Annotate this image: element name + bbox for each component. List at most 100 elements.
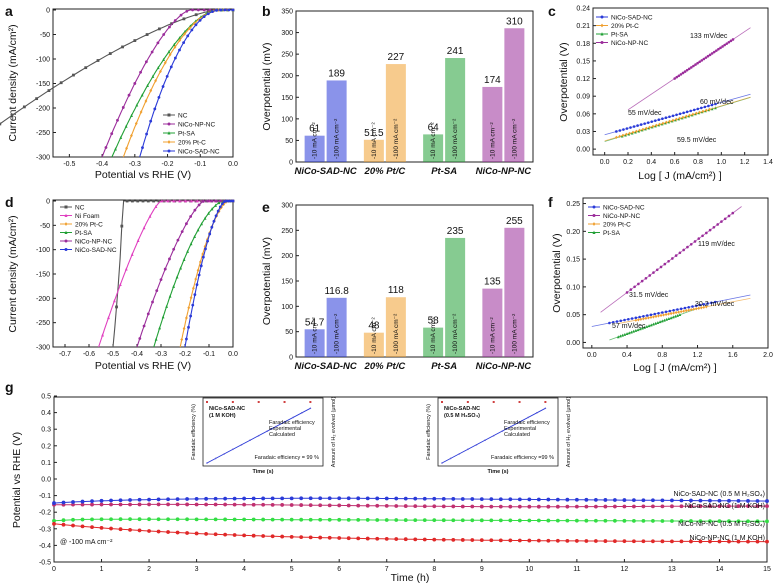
panel-e-value-high: 118 xyxy=(388,285,404,296)
panel-a-xtick-label: -0.1 xyxy=(194,161,206,168)
panel-a-NiCoSAD-marker xyxy=(169,65,173,69)
panel-g-NiCoNP-H2SO4-marker xyxy=(109,502,113,507)
panel-a-legend-marker xyxy=(167,122,171,126)
panel-g-inset-2-experimental-point xyxy=(492,434,495,437)
panel-a-legend-item: NC xyxy=(178,112,188,119)
panel-g-NiCoSAD-KOH-marker xyxy=(670,519,674,523)
panel-g-NiCoNP-KOH-marker xyxy=(384,537,389,541)
panel-g-NiCoNP-KOH-marker xyxy=(403,537,408,542)
panel-g-NiCoSAD-KOH-marker xyxy=(118,517,123,522)
panel-g-NiCoNP-KOH-marker xyxy=(118,527,123,532)
panel-g-NiCoSAD-H2SO4-marker xyxy=(746,499,750,503)
panel-e-ytick-label: 250 xyxy=(281,228,293,235)
panel-g-NiCoSAD-KOH-marker xyxy=(498,518,503,523)
panel-b-ytick-label: 250 xyxy=(281,52,293,59)
panel-e-value-low: 135 xyxy=(484,277,501,288)
panel-a-NiCoSAD-marker xyxy=(145,132,148,136)
panel-g-NiCoNP-KOH-marker xyxy=(365,536,370,541)
panel-g-xtick-label: 15 xyxy=(763,566,771,573)
panel-d-NC-marker xyxy=(136,199,140,203)
panel-d-NiCoSAD-marker xyxy=(227,199,231,203)
panel-g-NiCoSAD-H2SO4-marker xyxy=(536,497,541,502)
panel-f-legend-item: 20% Pt-C xyxy=(603,221,631,228)
panel-e-value-high: 116.8 xyxy=(324,286,349,297)
panel-d-PtC-marker xyxy=(185,316,188,320)
panel-a-NC-marker xyxy=(121,45,124,49)
panel-g-xtick-label: 7 xyxy=(385,566,389,573)
panel-c-legend-item: NiCo-NP-NC xyxy=(611,40,649,47)
panel-d-PtC-marker xyxy=(192,286,195,291)
panel-a-NC-marker xyxy=(35,97,39,101)
panel-g-NiCoSAD-H2SO4-marker xyxy=(432,496,437,501)
panel-g-NiCoNP-H2SO4-marker xyxy=(99,502,104,507)
panel-g-ytick-label: -0.2 xyxy=(39,510,51,517)
panel-d-NiCoNP-marker xyxy=(176,238,180,242)
panel-g-inset-1-experimental-point xyxy=(283,421,286,423)
panel-g-NiCoSAD-KOH-marker xyxy=(289,517,294,522)
panel-a-PtSA-marker xyxy=(140,93,144,97)
panel-g-NiCoSAD-H2SO4-marker xyxy=(670,498,674,503)
panel-e-ylabel: Overpotential (mV) xyxy=(261,237,273,325)
panel-g-inset-1-ylabel-left: Faradaic efficiency (%) xyxy=(191,404,197,460)
panel-d-xtick-label: -0.3 xyxy=(155,351,167,358)
panel-b-category: NiCo-NP-NC xyxy=(476,166,532,177)
panel-b-bar-high xyxy=(326,80,347,162)
panel-a-NC-marker xyxy=(182,17,186,21)
panel-g-NiCoNP-H2SO4-marker xyxy=(299,503,304,507)
panel-c-xtick-label: 0.2 xyxy=(623,159,633,166)
panel-e-value-low: 58 xyxy=(428,316,440,327)
panel-g-NiCoNP-H2SO4-marker xyxy=(166,502,170,507)
panel-g-NiCoNP-KOH-marker xyxy=(736,539,741,544)
panel-b-frame xyxy=(295,10,534,163)
panel-b-bar-label-high: -100 mA cm⁻² xyxy=(334,118,341,159)
panel-g-inset-2-ylabel-right: Amount of H₂ evolved (μmol) xyxy=(566,397,572,468)
panel-a-ytick-label: -200 xyxy=(36,106,50,113)
panel-d-legend-item: NiCo-NP-NC xyxy=(75,238,113,245)
panel-g-NiCoSAD-H2SO4-marker xyxy=(460,497,465,501)
panel-e-bar-label-low: -10 mA cm⁻² xyxy=(371,317,378,354)
panel-g-inset-1-experimental-point xyxy=(292,416,294,419)
panel-a-NiCoSAD-marker xyxy=(141,146,144,149)
panel-a-PtC-marker xyxy=(183,32,187,36)
panel-c-legend-marker xyxy=(600,41,604,44)
panel-d-NiFoam-marker xyxy=(172,199,176,203)
panel-g-NiCoSAD-KOH-marker xyxy=(708,519,712,524)
panel-g-inset-1-experimental-point xyxy=(223,453,226,455)
panel-g-NiCoNP-H2SO4-marker xyxy=(565,504,570,509)
panel-g-NiCoSAD-H2SO4-marker xyxy=(185,497,189,501)
panel-g-NiCoSAD-H2SO4-marker xyxy=(489,497,494,502)
panel-d-legend-marker xyxy=(64,230,68,234)
panel-g-NiCoSAD-H2SO4-marker xyxy=(280,496,285,501)
panel-g-NiCoNP-KOH-marker xyxy=(308,535,313,540)
panel-g-NiCoSAD-H2SO4-marker xyxy=(736,498,741,503)
panel-g-inset-2-fe-point xyxy=(518,401,521,403)
panel-a-legend-item: Pt-SA xyxy=(178,130,196,137)
panel-a-NiCoNP-marker xyxy=(185,9,189,13)
panel-g-NiCoSAD-H2SO4-marker xyxy=(61,500,66,505)
panel-g-NiCoSAD-KOH-marker xyxy=(318,517,323,522)
panel-g-NiCoSAD-H2SO4-marker xyxy=(603,498,608,502)
panel-g-NiCoNP-KOH-marker xyxy=(441,537,446,542)
panel-g-NiCoSAD-H2SO4-line xyxy=(53,497,768,504)
panel-g-inset-2-ylabel-left: Faradaic efficiency (%) xyxy=(426,404,432,460)
panel-d-PtC-marker xyxy=(203,244,207,249)
panel-g-NiCoNP-H2SO4-marker xyxy=(593,504,598,509)
panel-g-NiCoNP-H2SO4-marker xyxy=(175,502,180,507)
panel-b-bar-high xyxy=(385,64,406,162)
panel-g-NiCoNP-KOH-marker xyxy=(52,521,56,526)
panel-a-NiCoSAD-marker xyxy=(206,12,210,16)
panel-a-NiCoNP-marker xyxy=(104,146,108,149)
panel-g-inset-1-legend-item: Faradaic efficiency xyxy=(269,420,315,426)
panel-a-ytick-label: -150 xyxy=(36,81,50,88)
panel-g-NiCoNP-KOH-marker xyxy=(232,533,237,537)
panel-g-NiCoSAD-KOH-marker xyxy=(536,518,541,523)
panel-g-NiCoNP-H2SO4-marker xyxy=(289,503,294,507)
panel-e-bar-label-high: -100 mA cm⁻² xyxy=(393,313,400,354)
panel-d-PtC-marker xyxy=(194,277,198,281)
panel-a-NC-marker xyxy=(22,105,26,109)
panel-g-NiCoSAD-KOH-marker xyxy=(232,517,237,522)
panel-e-bar-high xyxy=(326,297,347,357)
panel-g-NiCoSAD-H2SO4-marker xyxy=(441,496,446,501)
panel-g-xtick-label: 14 xyxy=(716,566,724,573)
panel-g-NiCoNP-H2SO4-marker xyxy=(546,504,551,509)
